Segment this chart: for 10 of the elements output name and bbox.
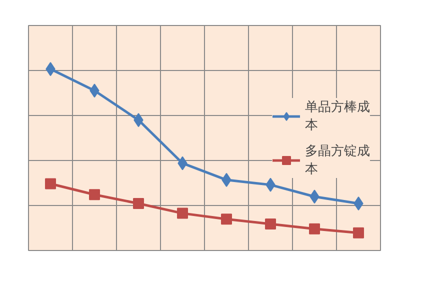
point xyxy=(309,223,320,234)
point xyxy=(221,214,232,225)
point xyxy=(265,218,276,230)
legend-label: 单品方棒成本 xyxy=(305,98,370,134)
point xyxy=(133,198,144,210)
point xyxy=(45,178,56,190)
legend-label: 多晶方锭成本 xyxy=(305,142,370,178)
point xyxy=(177,208,188,219)
point xyxy=(353,227,364,238)
point xyxy=(89,189,100,200)
